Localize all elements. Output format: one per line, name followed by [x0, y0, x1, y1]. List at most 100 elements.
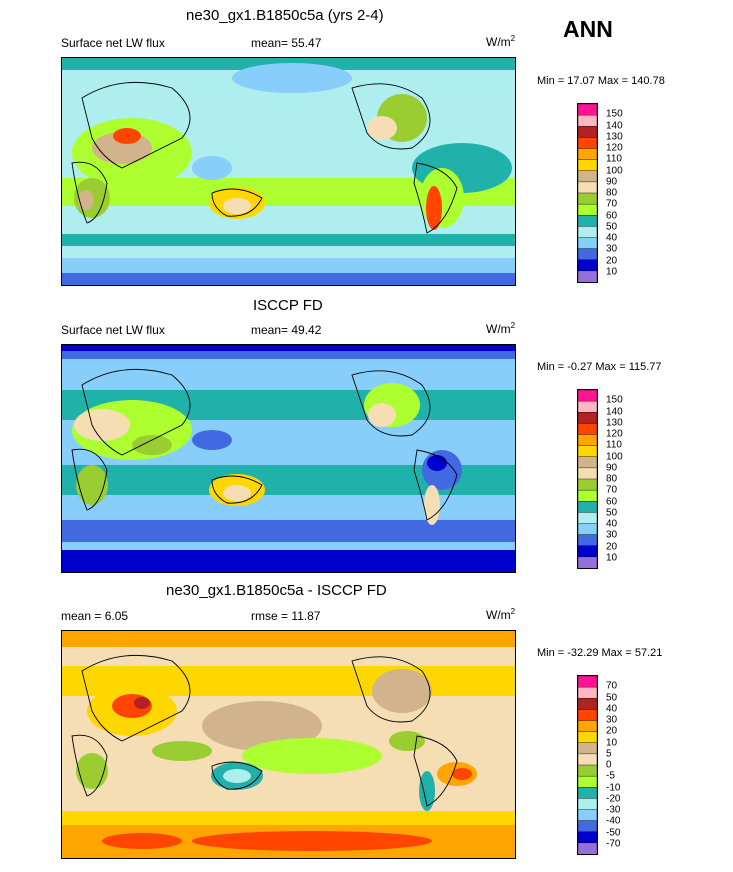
colorbar-label: 50: [606, 221, 618, 233]
panel2-units: W/m2: [486, 321, 516, 336]
colorbar-label: 20: [606, 541, 618, 552]
colorbar-label: 60: [606, 496, 618, 507]
colorbar-label: 40: [606, 232, 618, 244]
colorbar-label: 120: [606, 428, 623, 440]
colorbar-label: 0: [606, 759, 612, 771]
panel1-title: ne30_gx1.B1850c5a (yrs 2-4): [186, 7, 384, 24]
colorbar-swatch: [577, 809, 598, 822]
panel3-map: [61, 630, 516, 859]
colorbar-swatch: [577, 126, 598, 138]
panel3-title: ne30_gx1.B1850c5a - ISCCP FD: [166, 582, 387, 599]
colorbar-label: -70: [606, 838, 621, 850]
colorbar-swatch: [577, 237, 598, 250]
colorbar-label: 40: [606, 518, 618, 530]
colorbar-swatch: [577, 389, 598, 402]
colorbar-label: 140: [606, 406, 623, 417]
colorbar-label: 70: [606, 680, 618, 692]
colorbar-label: 90: [606, 462, 618, 474]
colorbar-swatch: [577, 534, 598, 547]
colorbar-label: -30: [606, 804, 621, 816]
colorbar-label: -40: [606, 815, 621, 827]
panel1-units: W/m2: [486, 34, 516, 49]
colorbar-swatch: [577, 842, 598, 855]
panel1-left-label: Surface net LW flux: [61, 36, 165, 50]
colorbar-swatch: [577, 456, 598, 469]
panel3-units: W/m2: [486, 607, 516, 622]
colorbar-swatch: [577, 523, 598, 536]
colorbar-label: 130: [606, 131, 623, 143]
colorbar-swatch: [577, 467, 598, 480]
colorbar-swatch: [577, 764, 598, 777]
colorbar-swatch: [577, 731, 598, 744]
colorbar-swatch: [577, 114, 598, 127]
colorbar-label: 10: [606, 552, 618, 564]
colorbar-swatch: [577, 787, 598, 799]
colorbar-swatch: [577, 192, 598, 205]
colorbar-label: -20: [606, 793, 621, 805]
panel2-left-label: Surface net LW flux: [61, 323, 165, 337]
colorbar-swatch: [577, 434, 598, 447]
colorbar-swatch: [577, 753, 598, 766]
panel2-map-svg: [62, 345, 515, 572]
panel1-map: [61, 57, 516, 286]
colorbar-swatch: [577, 215, 598, 227]
colorbar-swatch: [577, 148, 598, 161]
colorbar-swatch: [577, 412, 598, 424]
colorbar-swatch: [577, 170, 598, 183]
colorbar-swatch: [577, 501, 598, 513]
colorbar-swatch: [577, 259, 598, 272]
colorbar-swatch: [577, 720, 598, 733]
colorbar-label: 10: [606, 737, 618, 748]
colorbar-label: 100: [606, 165, 623, 176]
colorbar-label: 70: [606, 198, 618, 210]
colorbar-swatch: [577, 203, 598, 216]
colorbar-label: 70: [606, 484, 618, 496]
colorbar-label: 80: [606, 473, 618, 485]
colorbar-swatch: [577, 686, 598, 699]
colorbar-label: 20: [606, 725, 618, 737]
colorbar-swatch: [577, 248, 598, 261]
colorbar-swatch: [577, 798, 598, 811]
colorbar-swatch: [577, 226, 598, 239]
panel1-colorbar: [577, 103, 598, 283]
panel3-map-svg: [62, 631, 515, 858]
colorbar-label: 50: [606, 692, 618, 703]
colorbar-label: 140: [606, 120, 623, 131]
panel2-mean-label: mean= 49.42: [251, 323, 322, 337]
colorbar-swatch: [577, 159, 598, 172]
colorbar-swatch: [577, 489, 598, 502]
panel1-minmax: Min = 17.07 Max = 140.78: [537, 75, 665, 87]
colorbar-swatch: [577, 478, 598, 491]
panel2-minmax: Min = -0.27 Max = 115.77: [537, 361, 662, 373]
colorbar-label: 30: [606, 243, 618, 255]
colorbar-label: 150: [606, 108, 623, 120]
colorbar-label: 80: [606, 187, 618, 199]
colorbar-swatch: [577, 512, 598, 525]
colorbar-label: 60: [606, 210, 618, 221]
colorbar-swatch: [577, 445, 598, 458]
colorbar-swatch: [577, 103, 598, 116]
colorbar-swatch: [577, 181, 598, 194]
colorbar-label: -10: [606, 782, 621, 793]
panel1-colorbar-svg: [577, 103, 598, 283]
colorbar-swatch: [577, 820, 598, 833]
panel2-colorbar: [577, 389, 598, 569]
colorbar-label: 30: [606, 529, 618, 541]
panel3-minmax: Min = -32.29 Max = 57.21: [537, 647, 663, 659]
colorbar-label: 150: [606, 394, 623, 406]
colorbar-swatch: [577, 423, 598, 436]
colorbar-swatch: [577, 709, 598, 722]
colorbar-swatch: [577, 831, 598, 844]
season-label: ANN: [563, 16, 613, 42]
colorbar-label: 90: [606, 176, 618, 188]
colorbar-label: 40: [606, 703, 618, 715]
colorbar-swatch: [577, 137, 598, 150]
colorbar-label: 30: [606, 714, 618, 726]
colorbar-swatch: [577, 545, 598, 558]
colorbar-label: 100: [606, 451, 623, 462]
colorbar-label: -50: [606, 827, 621, 838]
colorbar-swatch: [577, 775, 598, 788]
panel3-mean-label: mean = 6.05: [61, 609, 129, 623]
colorbar-label: 5: [606, 748, 612, 760]
colorbar-swatch: [577, 270, 598, 283]
